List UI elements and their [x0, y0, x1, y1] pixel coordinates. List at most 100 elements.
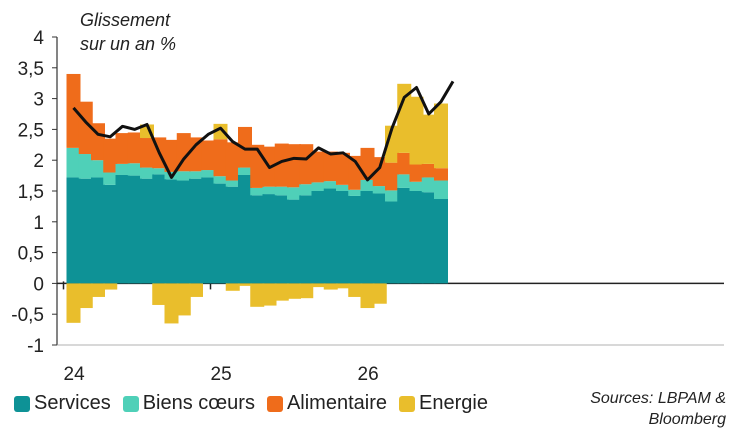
bar-segment-energie	[176, 283, 191, 316]
bar-segment-alimentaire	[274, 143, 289, 187]
legend-label-energie: Energie	[419, 392, 488, 414]
bar-segment-alimentaire	[78, 101, 93, 155]
bar-segment-services	[91, 177, 105, 284]
bar-segment-biens-coeurs	[421, 177, 436, 193]
bar-segment-biens-coeurs	[127, 163, 142, 176]
bar-segment-services	[311, 191, 326, 284]
bar-segment-energie	[409, 96, 424, 165]
legend-swatch-services	[14, 395, 30, 412]
bar-segment-biens-coeurs	[238, 167, 252, 175]
bar-segment-alimentaire	[127, 132, 142, 164]
legend-item-services: Services	[14, 392, 111, 415]
y-tick-label: 0	[33, 274, 44, 295]
bar-segment-services	[385, 201, 399, 284]
bar-segment-biens-coeurs	[287, 187, 301, 200]
bar-segment-biens-coeurs	[91, 160, 105, 178]
bar-segment-energie	[78, 283, 93, 309]
bar-segment-services	[360, 191, 375, 284]
y-tick-label: 1,5	[18, 182, 44, 203]
bar-segment-biens-coeurs	[152, 168, 167, 175]
bar-segment-services	[213, 183, 228, 284]
bar-segment-services	[66, 177, 81, 284]
bar-segment-services	[152, 174, 167, 284]
legend: Services Biens cœurs Alimentaire Energie	[14, 392, 500, 415]
bar-segment-services	[434, 199, 448, 284]
bar-segment-energie	[189, 283, 203, 297]
bar-segment-alimentaire	[360, 147, 375, 180]
bar-segment-biens-coeurs	[78, 154, 93, 179]
bar-segment-services	[189, 178, 203, 284]
bar-segment-alimentaire	[287, 144, 301, 188]
bar-segment-biens-coeurs	[299, 184, 314, 196]
bar-segment-services	[225, 186, 240, 284]
bar-segment-biens-coeurs	[262, 186, 277, 195]
source-line-1: Sources: LBPAM &	[590, 390, 726, 407]
y-tick-label: 3	[33, 90, 44, 111]
bar-segment-alimentaire	[409, 164, 424, 182]
bar-segment-energie	[421, 114, 436, 164]
x-tick-label: 26	[358, 364, 379, 380]
bar-segment-energie	[152, 283, 167, 305]
title-line-1: Glissement	[80, 10, 171, 30]
bar-segment-alimentaire	[299, 144, 314, 185]
bar-segment-biens-coeurs	[189, 171, 203, 179]
bar-segment-biens-coeurs	[115, 163, 130, 175]
bar-segment-energie	[213, 123, 228, 140]
bar-segment-services	[103, 184, 118, 284]
bar-segment-energie	[336, 283, 350, 289]
bar-segment-alimentaire	[140, 138, 154, 168]
bar-segment-energie	[91, 283, 105, 297]
bar-segment-energie	[311, 283, 326, 288]
bar-segment-biens-coeurs	[201, 170, 216, 178]
y-tick-label: 2	[33, 151, 44, 172]
bar-segment-alimentaire	[323, 151, 338, 182]
bar-segment-services	[115, 174, 130, 284]
bar-segment-alimentaire	[115, 133, 130, 164]
bar-segment-alimentaire	[225, 142, 240, 181]
bar-segment-alimentaire	[238, 126, 252, 168]
total-line-path	[72, 80, 455, 182]
bar-segment-energie	[274, 283, 289, 301]
bar-segment-alimentaire	[434, 168, 448, 181]
title-line-2: sur un an %	[80, 34, 176, 54]
bar-segment-services	[78, 178, 93, 284]
legend-label-biens-coeurs: Biens cœurs	[142, 392, 255, 414]
legend-item-energie: Energie	[399, 392, 488, 415]
bar-segment-biens-coeurs	[213, 176, 228, 184]
bar-segment-alimentaire	[372, 157, 387, 187]
bar-segment-services	[250, 195, 265, 284]
bar-segment-services	[140, 178, 154, 284]
bar-segment-alimentaire	[397, 152, 412, 175]
bar-segment-biens-coeurs	[140, 167, 154, 179]
bar-segment-biens-coeurs	[434, 180, 448, 200]
y-tick-label: 1	[33, 213, 44, 234]
bar-segment-services	[323, 188, 338, 284]
bar-segment-biens-coeurs	[372, 186, 387, 194]
bar-segment-energie	[360, 283, 375, 309]
bar-segment-alimentaire	[213, 139, 228, 177]
y-tick-label: 0,5	[18, 244, 44, 265]
bar-segment-energie	[372, 283, 387, 304]
bar-segment-services	[287, 199, 301, 284]
legend-item-alimentaire: Alimentaire	[266, 392, 387, 415]
bar-segment-biens-coeurs	[397, 174, 412, 188]
bar-segment-services	[409, 191, 424, 284]
bar-segment-biens-coeurs	[311, 182, 326, 191]
y-tick-label: 3,5	[18, 59, 44, 80]
bar-segment-biens-coeurs	[250, 187, 265, 196]
bar-segment-services	[238, 174, 252, 284]
bar-segment-biens-coeurs	[385, 190, 399, 202]
legend-swatch-biens-coeurs	[122, 395, 139, 412]
bar-segment-energie	[287, 283, 301, 299]
bar-segment-services	[201, 177, 216, 284]
y-tick-label: 2,5	[18, 120, 44, 141]
bar-segment-biens-coeurs	[348, 189, 363, 196]
legend-swatch-alimentaire	[266, 395, 283, 412]
bar-segment-services	[164, 179, 179, 284]
bar-segment-energie	[397, 83, 412, 153]
bar-segment-services	[299, 195, 314, 284]
bar-segment-biens-coeurs	[274, 186, 289, 196]
bar-segment-alimentaire	[189, 137, 203, 172]
bar-segment-services	[348, 195, 363, 284]
bars	[66, 73, 448, 324]
